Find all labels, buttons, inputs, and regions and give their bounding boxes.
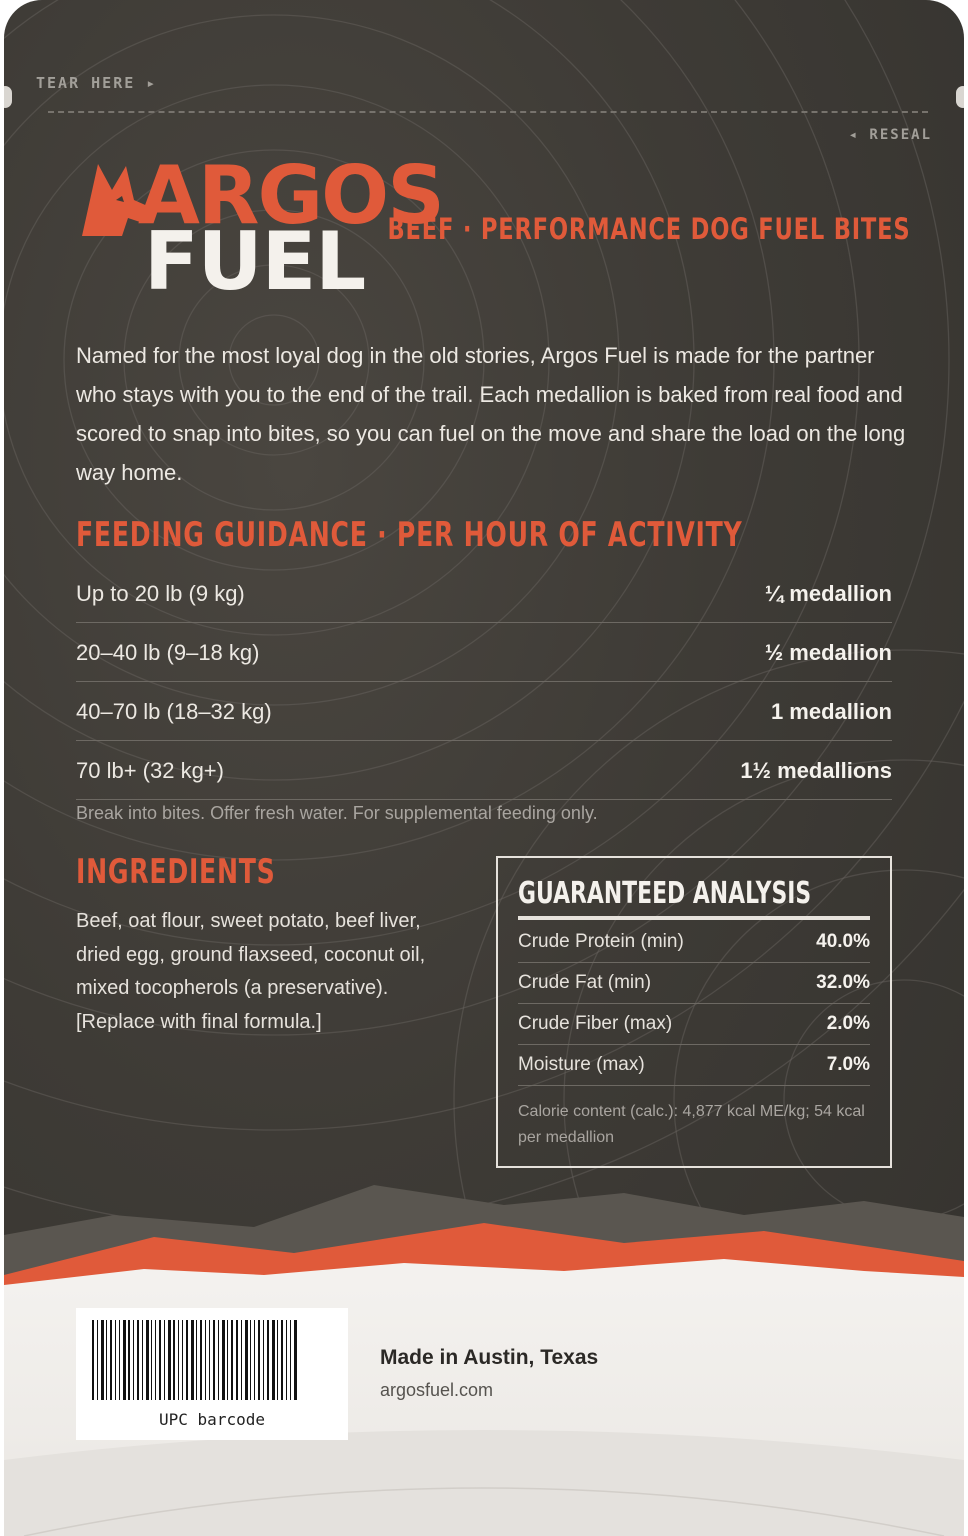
barcode-bar (142, 1320, 143, 1400)
barcode-bar (272, 1320, 275, 1400)
tear-line (48, 111, 928, 113)
barcode-bar (258, 1320, 260, 1400)
barcode-bar (250, 1320, 251, 1400)
feeding-weight: Up to 20 lb (9 kg) (76, 581, 245, 606)
barcode-bar (267, 1320, 269, 1400)
barcode-bar (146, 1320, 149, 1400)
barcode-bar (123, 1320, 126, 1400)
barcode-bar (281, 1320, 283, 1400)
feeding-weight: 20–40 lb (9–18 kg) (76, 640, 260, 665)
tear-notch-left (4, 86, 12, 108)
feeding-amount: 1½ medallions (740, 758, 892, 783)
topographic-contours (4, 0, 964, 1300)
analysis-value: 40.0% (816, 931, 870, 952)
barcode-bar (97, 1320, 98, 1400)
barcode-bar (92, 1320, 94, 1400)
barcode-bars (92, 1320, 332, 1408)
tear-notch-right (956, 86, 964, 108)
barcode-bar (286, 1320, 287, 1400)
barcode-bar (119, 1320, 120, 1400)
barcode-bar (159, 1320, 161, 1400)
logo-argos: ARGOS (138, 149, 445, 242)
feeding-row: Up to 20 lb (9 kg) ¼ medallion (76, 566, 892, 623)
reseal-label[interactable]: ◂ RESEAL (848, 127, 932, 143)
brand-logo: ARGOS FUEL (76, 150, 445, 320)
barcode-bar (200, 1320, 202, 1400)
feeding-row: 40–70 lb (18–32 kg) 1 medallion (76, 684, 892, 741)
barcode-bar (227, 1320, 228, 1400)
analysis-label: Crude Fat (min) (518, 972, 652, 993)
feeding-table: Up to 20 lb (9 kg) ¼ medallion 20–40 lb … (76, 566, 892, 802)
feeding-amount: 1 medallion (770, 699, 892, 724)
feeding-weight: 40–70 lb (18–32 kg) (76, 699, 272, 724)
website-link[interactable]: argosfuel.com (380, 1380, 494, 1400)
analysis-row: Moisture (max) 7.0% (518, 1045, 870, 1086)
package-back: TEAR HERE ▸ ◂ RESEAL ARGOS FUEL BEEF · P… (4, 0, 964, 1536)
barcode-bar (241, 1320, 242, 1400)
barcode-bar (196, 1320, 197, 1400)
guaranteed-analysis-box: GUARANTEED ANALYSIS Crude Protein (min) … (496, 856, 892, 1168)
barcode-bar (133, 1320, 134, 1400)
feeding-weight: 70 lb+ (32 kg+) (76, 758, 224, 783)
barcode-bar (178, 1320, 179, 1400)
barcode-bar (254, 1320, 255, 1400)
barcode-bar (205, 1320, 206, 1400)
product-tagline: BEEF · PERFORMANCE DOG FUEL BITES (387, 212, 910, 246)
logo-fuel: FUEL (144, 215, 366, 308)
pouch-gusset (4, 1430, 964, 1536)
ingredients-text: Beef, oat flour, sweet potato, beef live… (76, 910, 426, 1033)
made-in-label: Made in Austin, Texas (380, 1346, 599, 1369)
analysis-label: Crude Protein (min) (518, 931, 684, 952)
barcode-bar (245, 1320, 248, 1400)
tear-here-label[interactable]: TEAR HERE ▸ (36, 74, 158, 92)
barcode-bar (218, 1320, 219, 1400)
barcode-bar (277, 1320, 278, 1400)
analysis-row: Crude Fiber (max) 2.0% (518, 1004, 870, 1045)
feeding-amount: ½ medallion (764, 640, 892, 665)
barcode-bar (155, 1320, 156, 1400)
barcode-label: UPC barcode (159, 1410, 265, 1429)
analysis-value: 2.0% (826, 1013, 870, 1034)
upc-barcode: UPC barcode (76, 1308, 348, 1440)
analysis-row: Crude Fat (min) 32.0% (518, 963, 870, 1004)
feeding-row: 70 lb+ (32 kg+) 1½ medallions (76, 743, 892, 800)
analysis-label: Crude Fiber (max) (518, 1013, 673, 1034)
barcode-bar (231, 1320, 233, 1400)
barcode-bar (115, 1320, 116, 1400)
analysis-value: 7.0% (826, 1054, 870, 1075)
analysis-row: Crude Protein (min) 40.0% (518, 922, 870, 963)
analysis-value: 32.0% (816, 972, 870, 993)
barcode-bar (294, 1320, 297, 1400)
barcode-bar (164, 1320, 165, 1400)
analysis-divider (518, 916, 870, 920)
analysis-label: Moisture (max) (518, 1054, 645, 1075)
feeding-row: 20–40 lb (9–18 kg) ½ medallion (76, 625, 892, 682)
barcode-bar (236, 1320, 238, 1400)
ingredients-heading: INGREDIENTS (76, 852, 276, 892)
barcode-bar (191, 1320, 194, 1400)
barcode-bar (222, 1320, 225, 1400)
barcode-bar (151, 1320, 152, 1400)
guaranteed-analysis-heading: GUARANTEED ANALYSIS (518, 876, 812, 911)
barcode-bar (128, 1320, 130, 1400)
barcode-bar (101, 1320, 104, 1400)
barcode-bar (213, 1320, 215, 1400)
barcode-bar (182, 1320, 183, 1400)
barcode-bar (110, 1320, 112, 1400)
feeding-note: Break into bites. Offer fresh water. For… (76, 803, 598, 823)
calorie-content: Calorie content (calc.): 4,877 kcal ME/k… (518, 1103, 865, 1146)
barcode-bar (173, 1320, 175, 1400)
barcode-bar (186, 1320, 188, 1400)
barcode-bar (290, 1320, 291, 1400)
barcode-bar (106, 1320, 107, 1400)
barcode-bar (209, 1320, 210, 1400)
intro-paragraph: Named for the most loyal dog in the old … (76, 343, 906, 485)
barcode-bar (263, 1320, 264, 1400)
dog-head-icon (82, 164, 152, 236)
barcode-bar (168, 1320, 171, 1400)
analysis-table: Crude Protein (min) 40.0% Crude Fat (min… (518, 922, 870, 1086)
feeding-amount: ¼ medallion (764, 581, 892, 606)
feeding-guidance-heading: FEEDING GUIDANCE · PER HOUR OF ACTIVITY (76, 515, 743, 555)
barcode-bar (137, 1320, 139, 1400)
